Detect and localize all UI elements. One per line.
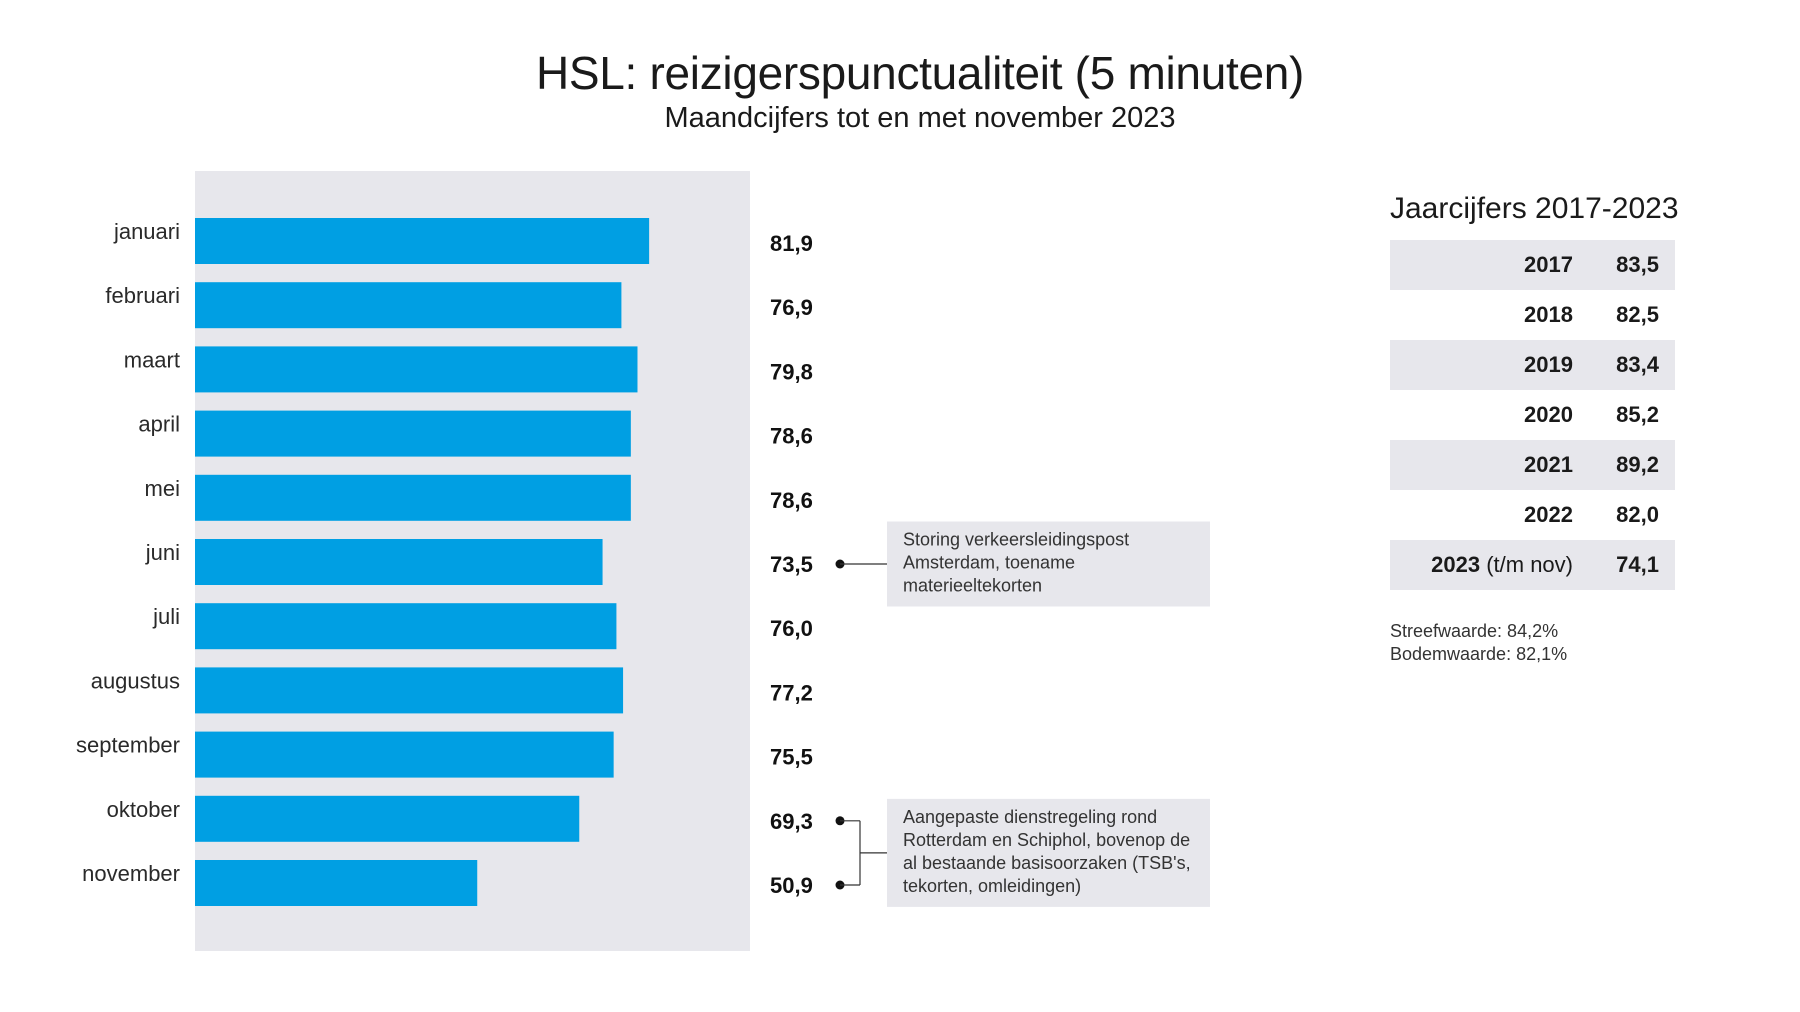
yearly-row-2017: 2017 83,5 — [1390, 240, 1675, 290]
bar-augustus — [195, 667, 624, 714]
yearly-year-label: 2019 — [1524, 352, 1573, 377]
month-label-maart: maart — [124, 347, 180, 372]
yearly-row-2021: 2021 89,2 — [1390, 440, 1675, 490]
yearly-row-2018: 2018 82,5 — [1390, 290, 1675, 340]
yearly-row-2022: 2022 82,0 — [1390, 490, 1675, 540]
yearly-row-2019: 2019 83,4 — [1390, 340, 1675, 390]
annotation-line: Aangepaste dienstregeling rond — [903, 807, 1157, 827]
yearly-figures-table: 2017 83,5 2018 82,5 2019 83,4 2020 85,2 2021 89,2… — [1390, 240, 1675, 590]
value-label-oktober: 69,3 — [770, 809, 813, 834]
value-label-september: 75,5 — [770, 745, 813, 770]
bar-november — [195, 860, 478, 906]
month-label-februari: februari — [105, 283, 180, 308]
yearly-year-label: 2017 — [1524, 252, 1573, 277]
month-label-september: september — [76, 733, 180, 758]
yearly-year-label: 2021 — [1524, 452, 1573, 477]
yearly-value: 89,2 — [1616, 452, 1659, 477]
yearly-year-note: (t/m nov) — [1480, 552, 1573, 577]
month-label-mei: mei — [145, 476, 180, 501]
annotation-line: Amsterdam, toename — [903, 553, 1075, 573]
annotation-box — [887, 521, 1210, 607]
bar-juli — [195, 603, 617, 650]
target-values: Streefwaarde: 84,2% Bodemwaarde: 82,1% — [1390, 620, 1675, 666]
month-label-oktober: oktober — [107, 797, 180, 822]
yearly-value: 85,2 — [1616, 402, 1659, 427]
yearly-figures-panel: Jaarcijfers 2017-2023 2017 83,5 2018 82,5 20… — [1390, 192, 1679, 666]
month-label-juli: juli — [152, 604, 180, 629]
value-label-november: 50,9 — [770, 873, 813, 898]
bar-september — [195, 731, 614, 778]
month-label-augustus: augustus — [91, 668, 180, 693]
streefwaarde-text: Streefwaarde: 84,2% — [1390, 621, 1559, 641]
bodemwaarde-text: Bodemwaarde: 82,1% — [1390, 644, 1568, 664]
yearly-value: 82,0 — [1616, 502, 1659, 527]
bar-maart — [195, 346, 638, 393]
annotation-line: al bestaande basisoorzaken (TSB's, — [903, 853, 1191, 873]
bar-oktober — [195, 795, 580, 842]
yearly-value: 74,1 — [1616, 552, 1659, 577]
value-label-mei: 78,6 — [770, 488, 813, 513]
yearly-year-label: 2018 — [1524, 302, 1573, 327]
yearly-year-label: 2022 — [1524, 502, 1573, 527]
month-label-november: november — [82, 861, 180, 886]
bar-juni — [195, 539, 603, 585]
yearly-row-2020: 2020 85,2 — [1390, 390, 1675, 440]
yearly-row-2023: 2023 (t/m nov) 74,1 — [1390, 540, 1675, 590]
chart-subtitle: Maandcijfers tot en met november 2023 — [664, 102, 1176, 134]
month-label-januari: januari — [113, 219, 180, 244]
annotation-box — [887, 798, 1210, 907]
chart-title: HSL: reizigerspunctualiteit (5 minuten) — [535, 47, 1305, 99]
bar-januari — [195, 218, 650, 264]
value-label-juni: 73,5 — [770, 552, 813, 577]
value-label-februari: 76,9 — [770, 295, 813, 320]
yearly-value: 83,5 — [1616, 252, 1659, 277]
month-label-april: april — [138, 412, 180, 437]
month-label-juni: juni — [145, 540, 180, 565]
value-label-maart: 79,8 — [770, 359, 813, 384]
yearly-year-label: 2023 (t/m nov) — [1431, 552, 1573, 577]
annotation-line: Storing verkeersleidingspost — [903, 530, 1129, 550]
yearly-value: 82,5 — [1616, 302, 1659, 327]
yearly-year-label: 2020 — [1524, 402, 1573, 427]
value-label-juli: 76,0 — [770, 616, 813, 641]
value-label-januari: 81,9 — [770, 231, 813, 256]
yearly-figures-title: Jaarcijfers 2017-2023 — [1390, 192, 1679, 225]
yearly-value: 83,4 — [1616, 352, 1659, 377]
bar-februari — [195, 282, 622, 329]
bar-april — [195, 410, 631, 457]
bar-mei — [195, 474, 631, 521]
value-label-augustus: 77,2 — [770, 680, 813, 705]
annotation-line: Rotterdam en Schiphol, bovenop de — [903, 830, 1190, 850]
annotation-line: materieeltekorten — [903, 576, 1042, 596]
annotation-line: tekorten, omleidingen) — [903, 876, 1081, 896]
value-label-april: 78,6 — [770, 424, 813, 449]
